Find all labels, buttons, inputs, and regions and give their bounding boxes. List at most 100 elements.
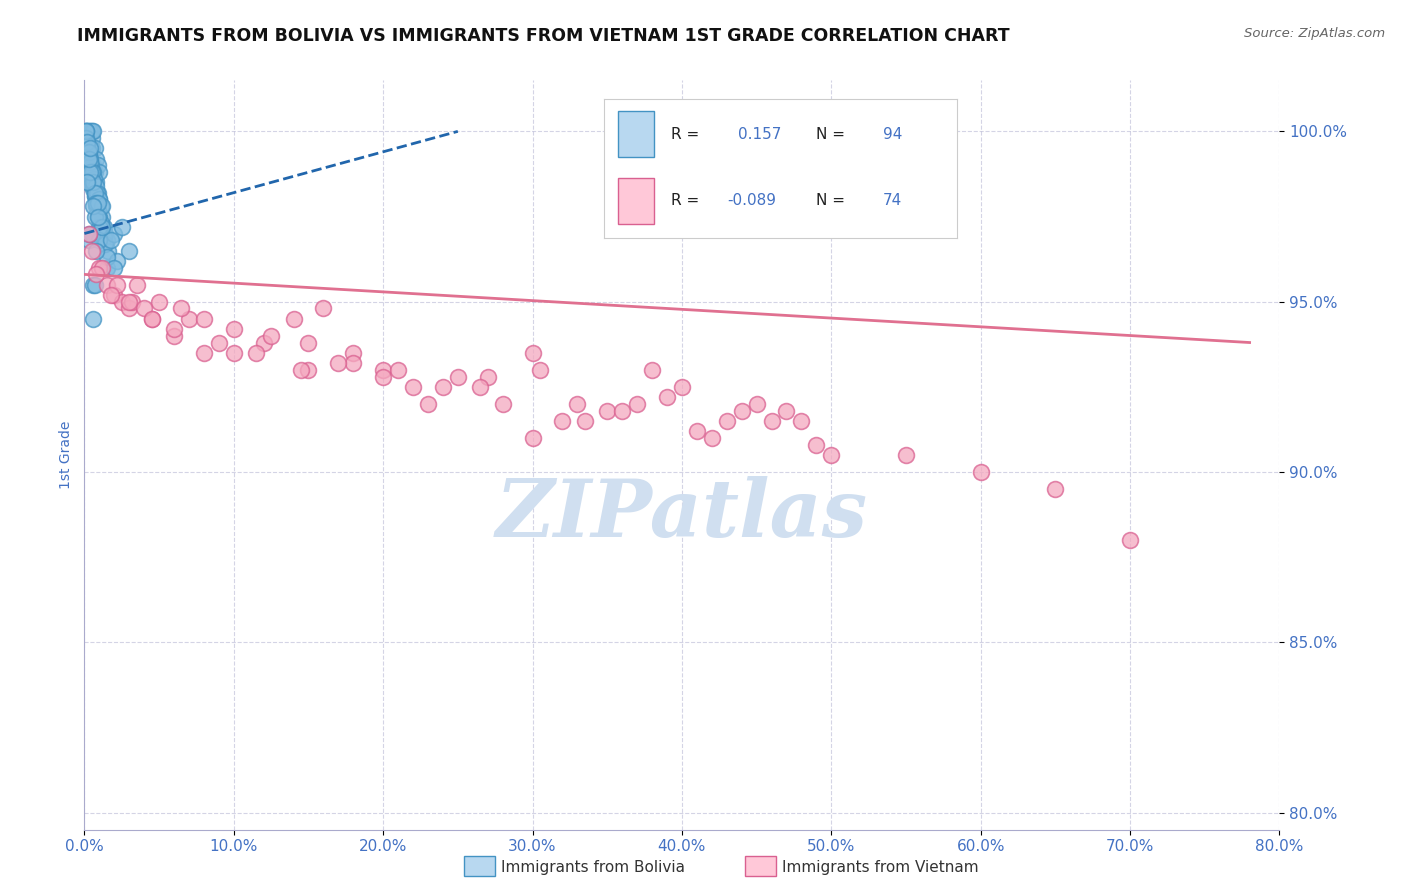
Point (208, 335, 231, 350)
Point (686, 424, 709, 438)
Point (83, 189, 105, 203)
Point (89, 193, 111, 207)
Point (82, 176, 104, 190)
Point (671, 380, 693, 394)
Point (342, 356, 364, 370)
Point (177, 311, 200, 326)
Point (83, 186, 105, 200)
Point (86, 199, 108, 213)
Point (125, 277, 148, 292)
Point (312, 301, 335, 316)
Point (77, 233, 100, 247)
Point (83, 165, 105, 179)
Point (105, 253, 128, 268)
Point (342, 345, 364, 359)
Point (641, 363, 664, 377)
Text: Immigrants from Vietnam: Immigrants from Vietnam (782, 860, 979, 874)
Point (77, 227, 100, 241)
Point (86, 176, 108, 190)
Point (75, 131, 97, 145)
Point (83, 210, 105, 224)
Point (96, 251, 118, 265)
Point (655, 390, 678, 404)
Point (1045, 482, 1067, 496)
Point (76, 138, 98, 153)
Point (86, 186, 108, 200)
Point (87, 186, 110, 200)
Point (387, 363, 409, 377)
Point (87, 193, 110, 207)
Point (86, 244, 108, 258)
Point (806, 438, 828, 452)
Point (86, 268, 108, 282)
Point (79, 152, 101, 166)
Point (82, 178, 104, 193)
Point (89, 219, 111, 234)
Point (87, 202, 110, 217)
Point (87, 158, 110, 172)
Point (76, 124, 98, 138)
Point (94, 236, 117, 251)
Point (94, 227, 117, 241)
Point (447, 369, 470, 384)
Point (89, 233, 111, 247)
Point (121, 294, 143, 309)
Point (80, 176, 103, 190)
Point (75, 148, 97, 162)
Point (76, 176, 98, 190)
Point (83, 189, 105, 203)
Point (91, 260, 114, 275)
Point (163, 322, 186, 336)
Point (567, 397, 589, 411)
Point (89, 260, 111, 275)
Point (222, 345, 245, 359)
Text: IMMIGRANTS FROM BOLIVIA VS IMMIGRANTS FROM VIETNAM 1ST GRADE CORRELATION CHART: IMMIGRANTS FROM BOLIVIA VS IMMIGRANTS FR… (77, 27, 1010, 45)
Point (253, 335, 276, 350)
Point (111, 219, 134, 234)
Point (79, 169, 101, 183)
Point (80, 124, 103, 138)
Point (970, 465, 993, 479)
Point (75, 124, 97, 138)
Point (82, 158, 104, 172)
Point (100, 288, 122, 302)
Point (82, 165, 104, 179)
Point (118, 244, 141, 258)
Point (193, 311, 215, 326)
Point (86, 152, 108, 166)
Point (373, 369, 395, 384)
Point (76, 138, 98, 153)
Point (731, 403, 754, 417)
Point (79, 165, 101, 179)
Point (402, 380, 425, 394)
Point (82, 182, 104, 196)
Point (90, 199, 112, 213)
Point (77, 227, 100, 241)
Point (75, 124, 97, 138)
Point (82, 199, 104, 213)
Point (103, 260, 125, 275)
Point (193, 345, 215, 359)
Point (91, 219, 114, 234)
Point (80, 227, 103, 241)
Text: Immigrants from Bolivia: Immigrants from Bolivia (501, 860, 685, 874)
Point (297, 363, 319, 377)
Point (103, 227, 125, 241)
Point (790, 414, 813, 428)
Point (77, 124, 100, 138)
Point (492, 397, 515, 411)
Point (86, 195, 108, 210)
Point (118, 294, 141, 309)
Point (574, 414, 596, 428)
Point (80, 131, 103, 145)
Point (96, 260, 118, 275)
Point (79, 155, 101, 169)
Text: Source: ZipAtlas.com: Source: ZipAtlas.com (1244, 27, 1385, 40)
Point (80, 158, 103, 172)
Point (77, 145, 100, 159)
Point (373, 363, 395, 377)
Point (79, 152, 101, 166)
Point (596, 403, 619, 417)
Point (87, 210, 110, 224)
Point (626, 397, 648, 411)
